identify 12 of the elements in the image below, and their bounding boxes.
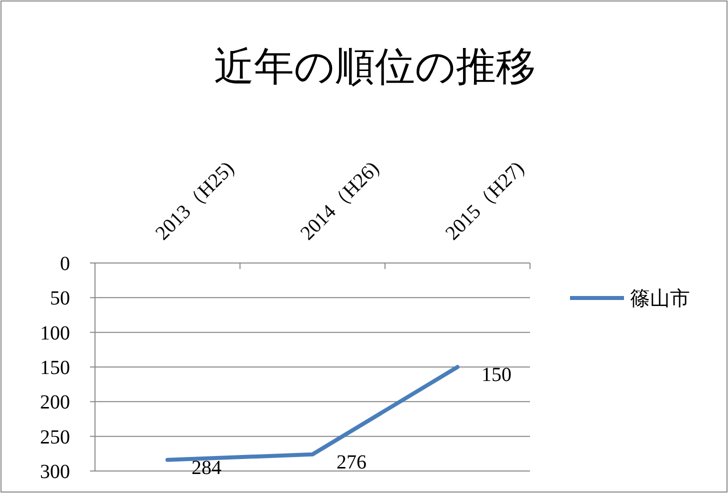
chart-title: 近年の順位の推移 xyxy=(214,44,536,89)
y-tick-label: 0 xyxy=(60,253,70,275)
data-label: 150 xyxy=(482,364,512,386)
y-tick-label: 50 xyxy=(50,288,70,310)
data-label: 276 xyxy=(336,451,366,474)
y-tick-label: 300 xyxy=(40,461,70,483)
legend-label: 篠山市 xyxy=(630,288,690,310)
data-label: 284 xyxy=(192,456,222,479)
y-tick-label: 150 xyxy=(40,357,70,379)
y-tick-label: 100 xyxy=(40,322,70,344)
y-tick-label: 250 xyxy=(40,426,70,448)
y-tick-label: 200 xyxy=(40,392,70,414)
